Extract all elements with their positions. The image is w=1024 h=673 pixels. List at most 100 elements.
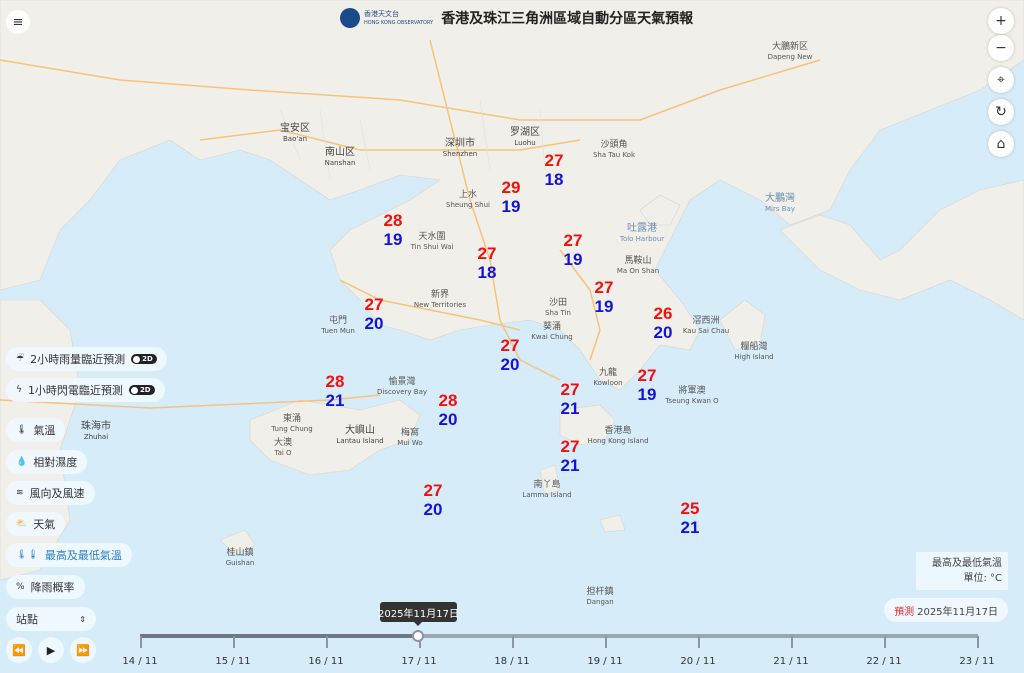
legend-unit: 單位: °C <box>963 573 1002 584</box>
place-label: 珠海市 Zhuhai <box>81 421 111 442</box>
place-label: 罗湖区 Luohu <box>510 127 540 148</box>
layer-button[interactable]: ☔ 2小時雨量臨近預測 2D <box>6 347 167 371</box>
thermometer-icon: 🌡 <box>16 425 28 435</box>
layer-label: 降雨概率 <box>30 581 75 594</box>
timeline-handle[interactable] <box>412 630 424 642</box>
layer-label: 氣溫 <box>33 424 56 437</box>
forward-button[interactable]: ⏩ <box>70 637 96 663</box>
place-label: 大澳 Tai O <box>273 438 293 457</box>
zoom-out-button[interactable]: − <box>988 35 1014 61</box>
timeline-tick-label[interactable]: 17 / 11 <box>401 656 437 667</box>
forecast-label: 預測 <box>894 606 915 618</box>
temp-marker[interactable]: 27 21 <box>561 437 580 475</box>
place-label: 宝安区 Bao'an <box>280 123 310 144</box>
temp-marker[interactable]: 27 19 <box>638 366 657 404</box>
temp-marker[interactable]: 28 19 <box>384 211 403 249</box>
home-button[interactable]: ⌂ <box>988 131 1014 157</box>
timeline-tick-label[interactable]: 19 / 11 <box>587 656 623 667</box>
place-label: 葵涌 Kwai Chung <box>531 322 573 341</box>
refresh-button[interactable]: ↻ <box>988 99 1014 125</box>
temp-marker[interactable]: 28 21 <box>326 372 345 410</box>
menu-button[interactable]: ≡ <box>6 10 30 34</box>
temp-marker[interactable]: 27 21 <box>561 380 580 418</box>
max-temp: 28 <box>325 372 345 391</box>
timeline-tick <box>326 636 328 648</box>
temp-marker[interactable]: 27 20 <box>424 481 443 519</box>
layer-button[interactable]: % 降雨概率 <box>6 575 85 599</box>
max-temp: 29 <box>501 178 521 197</box>
header: 香港天文台 HONG KONG OBSERVATORY 香港及珠江三角洲區域自動分… <box>340 8 693 28</box>
toggle-2d[interactable]: 2D <box>131 354 157 364</box>
timeline-tick <box>140 636 142 648</box>
timeline-tick-label[interactable]: 21 / 11 <box>773 656 809 667</box>
place-label: 愉景灣 Discovery Bay <box>376 377 428 396</box>
place-label: 新界 New Territories <box>413 290 467 309</box>
timeline-tick-label[interactable]: 20 / 11 <box>680 656 716 667</box>
max-temp: 28 <box>383 211 403 230</box>
locate-button[interactable]: ⌖ <box>988 67 1014 93</box>
layer-button[interactable]: 💧 相對濕度 <box>6 450 88 474</box>
min-temp: 20 <box>423 500 443 519</box>
layer-button[interactable]: ϟ 1小時閃電臨近預測 2D <box>6 378 165 402</box>
place-label: 南丫島 Lamma Island <box>522 480 572 499</box>
timeline-tick-label[interactable]: 23 / 11 <box>959 656 995 667</box>
temp-marker[interactable]: 27 19 <box>564 231 583 269</box>
hko-logo: 香港天文台 HONG KONG OBSERVATORY <box>340 8 433 28</box>
temp-marker[interactable]: 25 21 <box>681 499 700 537</box>
temp-marker[interactable]: 26 20 <box>654 304 673 342</box>
min-temp: 21 <box>325 391 345 410</box>
station-select[interactable]: 站點 ⇕ <box>6 607 96 631</box>
timeline-tick-label[interactable]: 16 / 11 <box>308 656 344 667</box>
layer-button[interactable]: ⛅ 天氣 <box>6 512 66 536</box>
max-temp: 27 <box>423 481 443 500</box>
play-button[interactable]: ▶ <box>38 637 64 663</box>
zoom-in-button[interactable]: + <box>988 8 1014 34</box>
temp-marker[interactable]: 29 19 <box>502 178 521 216</box>
max-temp: 28 <box>438 391 458 410</box>
place-label: 南山区 Nanshan <box>324 147 356 168</box>
max-temp: 27 <box>477 244 497 263</box>
timeline-tick-label[interactable]: 18 / 11 <box>494 656 530 667</box>
layer-button[interactable]: 🌡 氣溫 <box>6 418 66 442</box>
temp-marker[interactable]: 27 18 <box>478 244 497 282</box>
home-icon: ⌂ <box>996 136 1006 152</box>
weather-icon: ⛅ <box>16 519 28 529</box>
max-temp: 27 <box>544 151 564 170</box>
timeline-tick-label[interactable]: 14 / 11 <box>122 656 158 667</box>
min-temp: 19 <box>501 197 521 216</box>
temp-marker[interactable]: 27 20 <box>501 336 520 374</box>
layer-label: 風向及風速 <box>29 487 85 500</box>
temp-marker[interactable]: 27 19 <box>595 278 614 316</box>
place-label: 香港島 Hong Kong Island <box>587 426 649 445</box>
temp-marker[interactable]: 27 20 <box>365 295 384 333</box>
timeline-tick <box>512 636 514 648</box>
percent-icon: % <box>16 582 25 592</box>
min-temp: 20 <box>438 410 458 429</box>
place-label: 滘西洲 Kau Sai Chau <box>682 316 730 335</box>
rewind-button[interactable]: ⏪ <box>6 637 32 663</box>
place-label: 桂山鎮 Guishan <box>225 548 255 567</box>
place-label: 担杆鎮 Dangan <box>586 587 614 606</box>
timeline-tick-label[interactable]: 22 / 11 <box>866 656 902 667</box>
layer-label: 相對濕度 <box>33 456 78 469</box>
temp-marker[interactable]: 27 18 <box>545 151 564 189</box>
place-label: 天水圍 Tin Shui Wai <box>410 232 454 251</box>
timeline-track[interactable] <box>140 634 978 638</box>
layer-button[interactable]: ≋ 風向及風速 <box>6 481 95 505</box>
timeline-tick-label[interactable]: 15 / 11 <box>215 656 251 667</box>
min-temp: 18 <box>544 170 564 189</box>
layer-label: 最高及最低氣溫 <box>44 549 122 562</box>
max-temp: 27 <box>560 437 580 456</box>
place-label: 吐露港 Tolo Harbour <box>619 223 665 244</box>
place-label: 馬鞍山 Ma On Shan <box>616 256 660 275</box>
layer-label: 1小時閃電臨近預測 <box>27 384 123 397</box>
min-temp: 20 <box>653 323 673 342</box>
timeline-tick <box>884 636 886 648</box>
max-temp: 27 <box>594 278 614 297</box>
place-label: 九龍 Kowloon <box>593 368 623 387</box>
layer-button[interactable]: 🌡🌡 最高及最低氣溫 <box>6 543 132 567</box>
max-temp: 27 <box>560 380 580 399</box>
timeline-tick <box>605 636 607 648</box>
toggle-2d[interactable]: 2D <box>128 385 155 395</box>
temp-marker[interactable]: 28 20 <box>439 391 458 429</box>
